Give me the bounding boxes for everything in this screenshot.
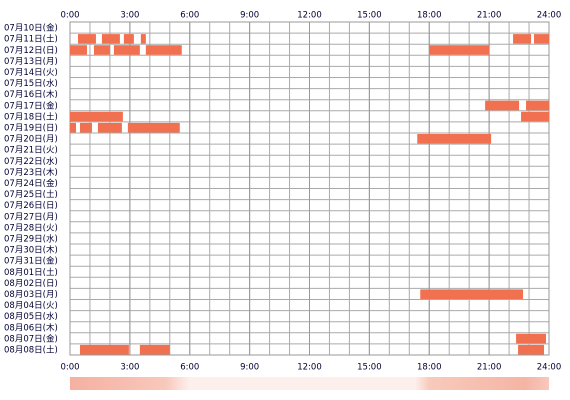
row-label: 07月17日(金) — [4, 100, 58, 111]
activity-bar — [420, 289, 524, 299]
row-label: 07月12日(日) — [4, 46, 58, 56]
row-label: 08月02日(日) — [4, 279, 58, 289]
row-label: 07月31日(金) — [4, 256, 58, 267]
x-tick-label-top: 3:00 — [120, 11, 139, 21]
x-tick-label-top: 18:00 — [417, 11, 442, 21]
activity-bar — [101, 34, 120, 44]
x-tick-label-top: 0:00 — [60, 11, 79, 21]
row-label: 07月20日(月) — [4, 135, 58, 145]
row-label: 07月23日(木) — [4, 167, 58, 178]
activity-bar — [113, 45, 140, 55]
row-label: 07月10日(金) — [4, 23, 58, 34]
row-label: 07月28日(火) — [4, 223, 58, 233]
activity-bar — [429, 45, 490, 55]
x-tick-label-top: 12:00 — [297, 11, 322, 21]
row-label: 07月18日(土) — [4, 111, 58, 122]
x-tick-label-top: 9:00 — [240, 11, 259, 21]
activity-bar — [97, 122, 122, 133]
row-label: 07月29日(水) — [4, 233, 58, 244]
row-label: 07月24日(金) — [4, 178, 58, 189]
x-tick-label-bottom: 6:00 — [180, 363, 199, 373]
row-label: 08月08日(土) — [4, 344, 58, 355]
activity-bar — [516, 333, 547, 344]
row-label: 07月14日(火) — [4, 68, 58, 78]
row-label: 07月11日(土) — [4, 34, 58, 45]
activity-bar — [70, 45, 87, 55]
row-label: 08月06日(木) — [4, 322, 58, 333]
x-tick-label-bottom: 21:00 — [477, 363, 502, 373]
x-tick-label-top: 15:00 — [357, 11, 382, 21]
activity-bar — [79, 122, 92, 133]
x-tick-label-bottom: 9:00 — [240, 363, 259, 373]
x-tick-label-bottom: 12:00 — [297, 363, 322, 373]
activity-bar — [77, 34, 96, 44]
activity-bar — [518, 344, 545, 355]
row-label: 07月22日(水) — [4, 156, 58, 167]
x-tick-label-bottom: 18:00 — [417, 363, 442, 373]
row-label: 08月04日(火) — [4, 301, 58, 311]
activity-bar — [521, 111, 549, 122]
x-tick-label-top: 6:00 — [180, 11, 199, 21]
activity-bar — [485, 100, 520, 111]
row-label: 08月07日(金) — [4, 333, 58, 344]
activity-bar — [140, 34, 146, 44]
activity-bar — [534, 34, 549, 44]
activity-bar — [93, 45, 110, 55]
activity-bar — [127, 122, 180, 133]
row-label: 08月05日(水) — [4, 311, 58, 322]
row-label: 08月01日(土) — [4, 267, 58, 278]
row-label: 08月03日(月) — [4, 290, 58, 300]
x-tick-label-bottom: 24:00 — [537, 363, 562, 373]
x-tick-label-bottom: 3:00 — [120, 363, 139, 373]
row-label: 07月15日(水) — [4, 78, 58, 89]
activity-bar — [70, 111, 123, 122]
row-label: 07月21日(火) — [4, 146, 58, 156]
activity-bar — [139, 344, 170, 355]
activity-bar — [417, 134, 492, 144]
x-tick-label-top: 21:00 — [477, 11, 502, 21]
x-tick-label-bottom: 15:00 — [357, 363, 382, 373]
row-label: 07月25日(土) — [4, 189, 58, 200]
row-label: 07月27日(月) — [4, 212, 58, 222]
x-tick-label-top: 24:00 — [537, 11, 562, 21]
row-label: 07月16日(木) — [4, 89, 58, 100]
row-label: 07月19日(日) — [4, 123, 58, 133]
activity-bar — [145, 45, 182, 55]
activity-bar — [79, 344, 129, 355]
activity-bar — [526, 100, 549, 111]
activity-bar — [513, 34, 532, 44]
activity-bar — [123, 34, 134, 44]
row-label: 07月13日(月) — [4, 57, 58, 67]
row-label: 07月26日(日) — [4, 201, 58, 211]
summary-strip — [70, 377, 549, 390]
row-label: 07月30日(木) — [4, 245, 58, 256]
x-tick-label-bottom: 0:00 — [60, 363, 79, 373]
activity-bar — [70, 122, 76, 133]
